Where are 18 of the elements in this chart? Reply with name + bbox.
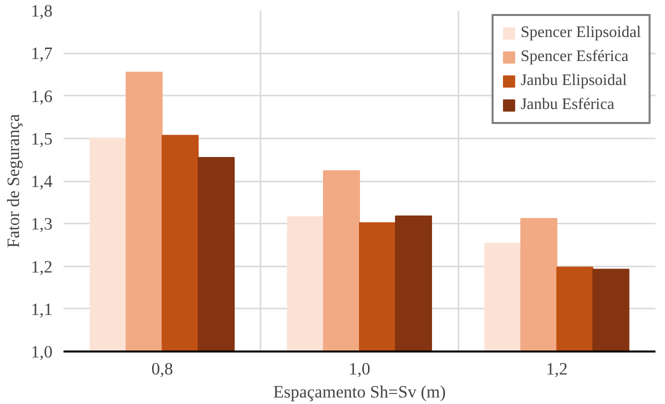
x-tick-label: 1,2	[546, 360, 568, 378]
legend-label: Janbu Elipsoidal	[520, 72, 627, 90]
legend-label: Janbu Esférica	[520, 96, 614, 114]
y-tick-label: 1,3	[30, 214, 53, 234]
y-tick-label: 1,2	[30, 257, 53, 276]
y-tick-label: 1,0	[30, 342, 53, 362]
legend-label: Spencer Elipsoidal	[520, 24, 641, 42]
y-tick-label: 1,4	[30, 172, 53, 191]
y-tick-label: 1,6	[30, 86, 53, 106]
y-tick-label: 1,7	[30, 44, 53, 64]
legend-label: Spencer Esférica	[520, 48, 629, 66]
y-axis-title: Fator de Segurança	[4, 114, 23, 248]
y-tick-label: 1,1	[30, 300, 53, 319]
y-tick-label: 1,8	[30, 2, 53, 20]
x-tick-label: 0,8	[151, 360, 174, 378]
x-axis-title: Espaçamento Sh=Sv (m)	[273, 382, 446, 402]
x-tick-label: 1,0	[348, 360, 370, 378]
y-tick-label: 1,5	[30, 129, 53, 148]
